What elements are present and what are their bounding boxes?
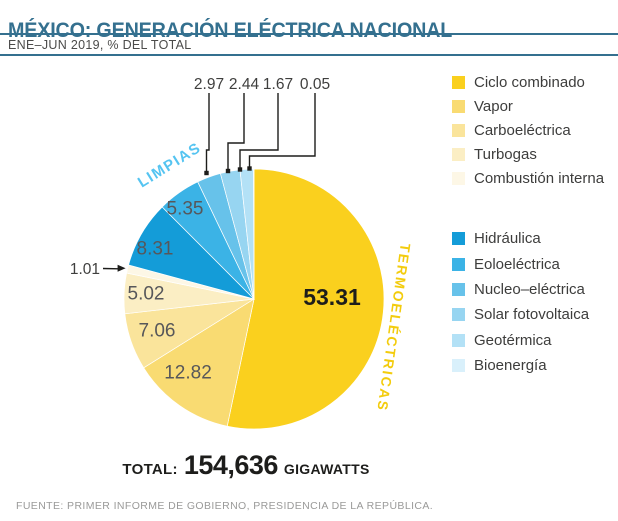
- legend-item-nucleo-electrica: Nucleo–eléctrica: [452, 277, 589, 302]
- slice-value-eoloelectrica: 5.35: [167, 199, 204, 220]
- slice-value-carboelectrica: 7.06: [139, 321, 176, 342]
- total-value: 154,636: [183, 450, 279, 480]
- legend-item-eoloelectrica: Eoloeléctrica: [452, 251, 589, 276]
- leader-line-bioenergia: [248, 93, 316, 169]
- legend-swatch-geotermica: [452, 333, 465, 347]
- leader-line-geotermica: [239, 93, 279, 170]
- legend-swatch-bioenergia: [452, 359, 465, 373]
- legend-swatch-carboelectrica: [452, 123, 465, 137]
- legend-label-turbogas: Turbogas: [474, 145, 537, 163]
- legend-item-hidraulica: Hidráulica: [452, 226, 589, 251]
- callout-value-bioenergia: 0.05: [300, 76, 330, 93]
- total-label: TOTAL:: [122, 461, 178, 478]
- legend-swatch-vapor: [452, 99, 465, 113]
- callout-value-geotermica: 1.67: [263, 76, 293, 93]
- leader-arrowhead-combustion-interna: [117, 264, 126, 272]
- pie-slice-vapor: [143, 298, 255, 427]
- slice-value-turbogas: 5.02: [128, 284, 165, 305]
- legend-label-geotermica: Geotérmica: [474, 331, 552, 349]
- pie-slice-ciclo-combinado: [226, 168, 385, 430]
- page-title: MÉXICO: GENERACIÓN ELÉCTRICA NACIONAL: [8, 19, 453, 43]
- legend-label-combustion-interna: Combustión interna: [474, 169, 605, 187]
- slice-value-ciclo-combinado: 53.31: [303, 284, 361, 310]
- legend-item-turbogas: Turbogas: [452, 142, 604, 166]
- legend-item-vapor: Vapor: [452, 94, 604, 118]
- legend-swatch-eoloelectrica: [452, 257, 465, 271]
- legend-label-bioenergia: Bioenergía: [474, 357, 547, 375]
- leader-dot-bioenergia: [247, 166, 252, 171]
- legend-swatch-turbogas: [452, 147, 465, 161]
- legend-item-solar-fotovoltaica: Solar fotovoltaica: [452, 302, 589, 327]
- legend-item-ciclo-combinado: Ciclo combinado: [452, 70, 604, 94]
- total-line: TOTAL: 154,636 GIGAWATTS: [96, 450, 396, 481]
- legend-swatch-ciclo-combinado: [452, 75, 465, 89]
- leader-dot-geotermica: [237, 167, 243, 172]
- legend-swatch-nucleo-electrica: [452, 282, 465, 296]
- legend-label-hidraulica: Hidráulica: [474, 230, 541, 248]
- legend-item-bioenergia: Bioenergía: [452, 353, 589, 378]
- legend-label-carboelectrica: Carboeléctrica: [474, 121, 571, 139]
- subtitle-rule: [0, 54, 618, 56]
- slice-value-hidraulica: 8.31: [137, 239, 174, 260]
- callout-value-solar-fotovoltaica: 2.44: [229, 76, 260, 93]
- slice-value-vapor: 12.82: [164, 363, 212, 384]
- total-unit: GIGAWATTS: [283, 461, 370, 477]
- callout-value-nucleo-electrica: 2.97: [194, 76, 224, 93]
- legend-label-ciclo-combinado: Ciclo combinado: [474, 73, 585, 91]
- legend-swatch-hidraulica: [452, 232, 465, 246]
- legend-item-combustion-interna: Combustión interna: [452, 166, 604, 190]
- legend-label-nucleo-electrica: Nucleo–eléctrica: [474, 280, 585, 298]
- leader-dot-solar-fotovoltaica: [225, 168, 231, 174]
- legend-label-eoloelectrica: Eoloeléctrica: [474, 255, 560, 273]
- legend-label-vapor: Vapor: [474, 97, 513, 115]
- source-note: FUENTE: PRIMER INFORME DE GOBIERNO, PRES…: [16, 500, 434, 512]
- legend-swatch-solar-fotovoltaica: [452, 308, 465, 322]
- leader-line-nucleo-electrica: [205, 93, 210, 173]
- legend-swatch-combustion-interna: [452, 171, 465, 185]
- legend-label-solar-fotovoltaica: Solar fotovoltaica: [474, 306, 590, 324]
- legend-termoelectricas: Ciclo combinado Vapor Carboeléctrica Turbog…: [452, 70, 604, 190]
- title-rule: [0, 33, 618, 35]
- legend-item-geotermica: Geotérmica: [452, 328, 589, 353]
- leader-line-solar-fotovoltaica: [227, 93, 245, 171]
- subtitle: ENE–JUN 2019, % DEL TOTAL: [8, 38, 192, 52]
- callout-value-combustion-interna: 1.01: [70, 261, 100, 278]
- legend-limpias: Hidráulica Eoloeléctrica Nucleo–eléctrica S…: [452, 226, 589, 378]
- leader-dot-nucleo-electrica: [204, 170, 209, 176]
- legend-item-carboelectrica: Carboeléctrica: [452, 118, 604, 142]
